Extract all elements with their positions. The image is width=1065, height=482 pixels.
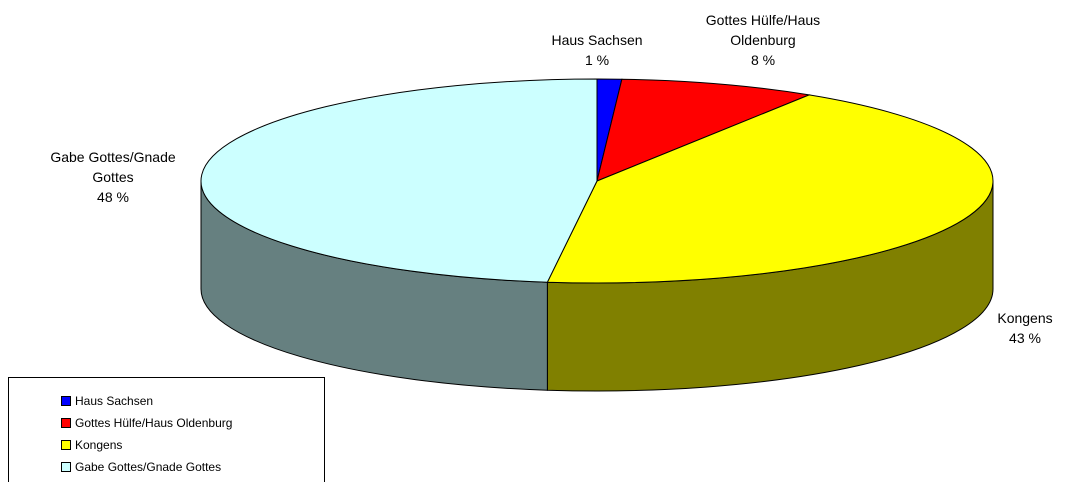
legend-label: Haus Sachsen: [75, 394, 154, 408]
slice-label-value: 43 %: [1009, 330, 1041, 346]
legend-swatch: [61, 462, 71, 472]
slice: [596, 78, 812, 182]
legend-item: Kongens: [61, 438, 122, 452]
legend-label: Kongens: [75, 438, 123, 452]
legend: Haus Sachsen Gottes Hülfe/Haus Oldenburg K…: [8, 377, 325, 482]
slice: [546, 94, 994, 284]
slice-label-name: Haus Sachsen: [551, 32, 643, 48]
slice-label-value: 8 %: [750, 52, 776, 68]
legend-swatch: [61, 440, 71, 450]
slice-label-name: Gottes Hülfe/Haus Oldenburg: [705, 12, 821, 48]
legend-item: Haus Sachsen: [61, 394, 153, 408]
slice-label-value: 1 %: [584, 52, 610, 68]
legend-swatch: [61, 418, 71, 428]
slice: [200, 78, 598, 283]
slice-label-value: 48 %: [97, 189, 129, 205]
slice-label: Gabe Gottes/Gnade Gottes 48 %: [45, 147, 181, 207]
legend-item: Gottes Hülfe/Haus Oldenburg: [61, 416, 232, 430]
legend-label: Gabe Gottes/Gnade Gottes: [75, 460, 222, 474]
slice-label: Gottes Hülfe/Haus Oldenburg 8 %: [695, 10, 831, 70]
legend-swatch: [61, 396, 71, 406]
slice-label: Kongens 43 %: [957, 308, 1065, 348]
legend-label: Gottes Hülfe/Haus Oldenburg: [75, 416, 233, 430]
slice-label: Haus Sachsen 1 %: [529, 30, 665, 70]
slice-label-name: Gabe Gottes/Gnade Gottes: [50, 149, 176, 185]
slice-label-name: Kongens: [997, 310, 1053, 326]
legend-item: Gabe Gottes/Gnade Gottes: [61, 460, 221, 474]
